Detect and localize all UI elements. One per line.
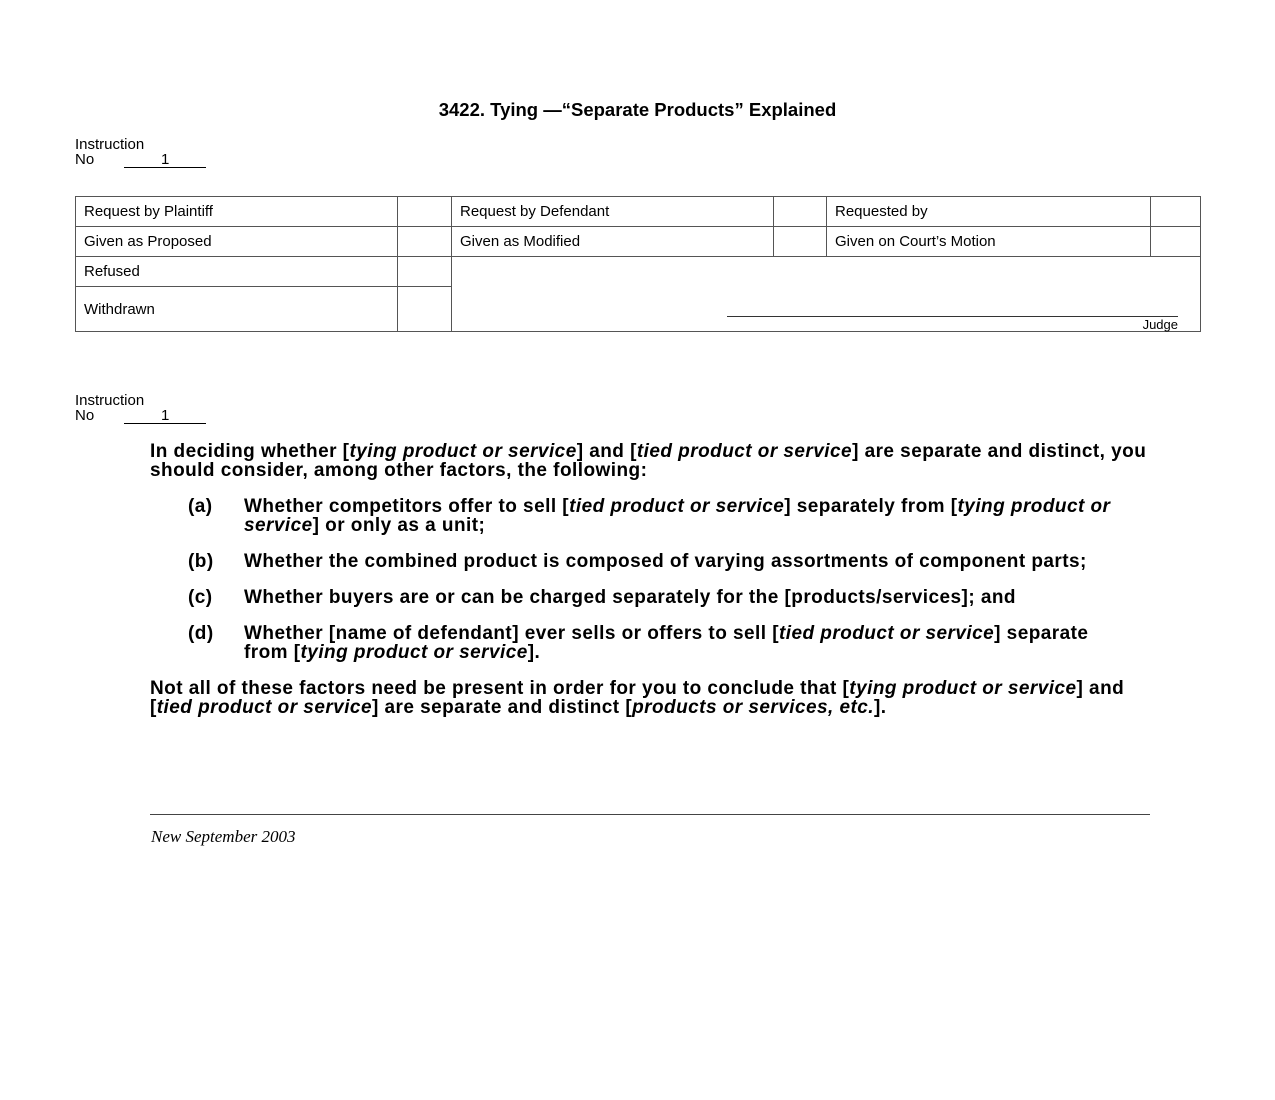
request-table: Request by Plaintiff Request by Defendan… [75, 196, 1201, 332]
text-segment: Whether the combined product is composed… [244, 551, 1087, 572]
refused-label: Refused [75, 256, 398, 287]
refused-box[interactable] [397, 256, 452, 287]
text-segment: Whether competitors offer to sell [ [244, 496, 570, 517]
instruction-label: Instruction [75, 392, 145, 409]
placeholder-text: tying product or service [349, 441, 577, 462]
instruction-number: 1 [124, 152, 207, 168]
item-text: Whether competitors offer to sell [tied … [244, 497, 1124, 535]
given-on-courts-motion-box[interactable] [1150, 226, 1201, 257]
text-segment: Whether [name of defendant] ever sells o… [244, 623, 779, 644]
factor-item-a: (a) Whether competitors offer to sell [ti… [188, 497, 1150, 535]
conclusion-paragraph: Not all of these factors need be present… [150, 679, 1150, 717]
placeholder-text: tied product or service [156, 697, 372, 718]
given-on-courts-motion-label: Given on Court’s Motion [826, 226, 1151, 257]
given-as-modified-label: Given as Modified [451, 226, 774, 257]
text-segment: ]. [527, 642, 541, 663]
item-label: (c) [188, 587, 213, 608]
revision-note: New September 2003 [151, 827, 296, 846]
text-segment: Not all of these factors need be present… [150, 678, 850, 699]
placeholder-text: tied product or service [778, 623, 995, 644]
judge-signature-cell: Judge [451, 256, 1201, 332]
factor-item-d: (d) Whether [name of defendant] ever sell… [188, 624, 1150, 662]
judge-label: Judge [1142, 317, 1178, 332]
placeholder-text: tying product or service [849, 678, 1077, 699]
text-segment: ]. [874, 697, 887, 718]
placeholder-text: tying product or service [300, 642, 528, 663]
text-segment: ] or only as a unit; [312, 515, 486, 536]
instruction-number-header-2: Instruction No 1 [75, 392, 207, 424]
placeholder-text: products or services, etc. [632, 697, 875, 718]
requested-by-box[interactable] [1150, 196, 1201, 227]
item-text: Whether the combined product is composed… [244, 552, 1124, 571]
text-segment: ] separate from [ [244, 623, 1089, 663]
footer-divider [150, 814, 1150, 815]
item-label: (d) [188, 623, 214, 644]
factor-item-b: (b) Whether the combined product is compo… [188, 552, 1150, 571]
instruction-body: In deciding whether [tying product or se… [150, 442, 1150, 734]
factor-item-c: (c) Whether buyers are or can be charged … [188, 588, 1150, 607]
request-by-defendant-label: Request by Defendant [451, 196, 774, 227]
given-as-proposed-box[interactable] [397, 226, 452, 257]
item-label: (b) [188, 551, 214, 572]
placeholder-text: tied product or service [636, 441, 853, 462]
text-segment: ] are separate and distinct, you should … [150, 441, 1147, 481]
text-segment: ] separately from [ [784, 496, 958, 517]
text-segment: ] are separate and distinct [ [371, 697, 633, 718]
intro-paragraph: In deciding whether [tying product or se… [150, 442, 1150, 480]
text-segment: ] and [ [576, 441, 637, 462]
given-as-proposed-label: Given as Proposed [75, 226, 398, 257]
requested-by-label: Requested by [826, 196, 1151, 227]
withdrawn-box[interactable] [397, 286, 452, 332]
text-segment: Whether buyers are or can be charged sep… [244, 587, 1016, 608]
placeholder-text: tied product or service [569, 496, 785, 517]
item-text: Whether buyers are or can be charged sep… [244, 588, 1124, 607]
instruction-label: Instruction [75, 136, 145, 153]
judge-signature-line[interactable] [727, 316, 1178, 317]
withdrawn-label: Withdrawn [75, 286, 398, 332]
page-title: 3422. Tying —“Separate Products” Explain… [438, 99, 837, 120]
request-by-defendant-box[interactable] [773, 196, 827, 227]
item-label: (a) [188, 496, 213, 517]
given-as-modified-box[interactable] [773, 226, 827, 257]
request-by-plaintiff-box[interactable] [397, 196, 452, 227]
text-segment: In deciding whether [ [150, 441, 350, 462]
no-label: No [75, 407, 95, 424]
request-by-plaintiff-label: Request by Plaintiff [75, 196, 398, 227]
text-segment: ] and [ [150, 678, 1125, 718]
instruction-number: 1 [124, 408, 207, 424]
instruction-number-header: Instruction No 1 [75, 136, 207, 168]
item-text: Whether [name of defendant] ever sells o… [244, 624, 1124, 662]
no-label: No [75, 151, 95, 168]
placeholder-text: tying product or service [244, 496, 1111, 536]
